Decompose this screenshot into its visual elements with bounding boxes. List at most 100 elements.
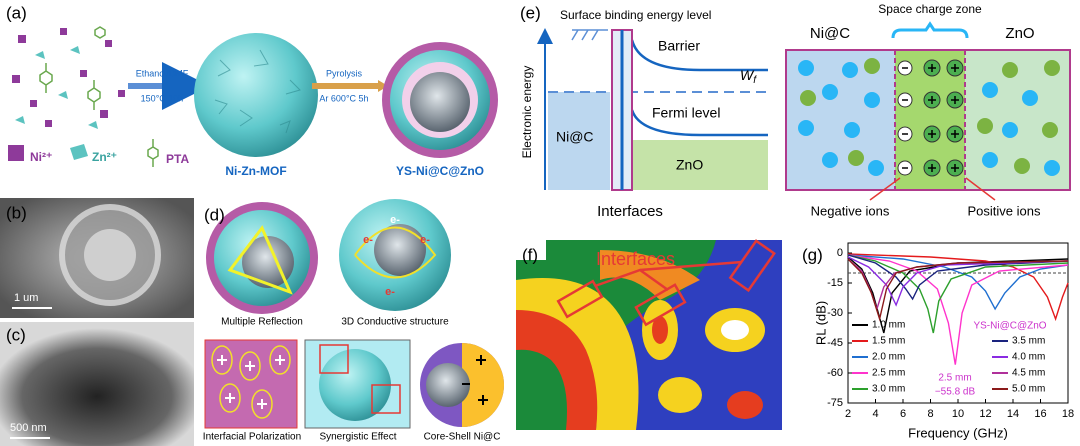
illustration-shape: e- (420, 234, 430, 246)
y-axis-label: RL (dB) (813, 301, 828, 345)
illustration-shape: Negative ions (811, 203, 890, 218)
illustration-shape: Interfaces (596, 249, 675, 269)
illustration-shape (1022, 90, 1038, 106)
illustration-shape (1002, 122, 1018, 138)
illustration-shape (70, 144, 88, 160)
illustration-shape (8, 145, 24, 161)
y-tick-label: -30 (827, 307, 843, 319)
illustration-shape (462, 355, 488, 405)
y-tick-label: -60 (827, 367, 843, 379)
illustration-shape (30, 100, 37, 107)
illustration-shape (977, 118, 993, 134)
illustration-shape (354, 226, 437, 279)
x-tick-label: 4 (872, 408, 878, 420)
illustration-shape (594, 260, 743, 292)
illustration-shape (556, 239, 776, 327)
x-tick-label: 12 (979, 408, 991, 420)
illustration-shape: (a) (6, 3, 27, 22)
panel-b: (b) 1 um (0, 198, 194, 318)
illustration-shape: Positive ions (968, 203, 1041, 218)
illustration-shape (217, 355, 285, 409)
illustration-shape (35, 51, 45, 59)
illustration-shape: ZnO (1005, 25, 1034, 42)
illustration-shape: (f) (522, 245, 538, 264)
illustration-shape (727, 391, 763, 419)
annotation: YS-Ni@C@ZnO (973, 321, 1046, 332)
label-part: W (740, 67, 755, 83)
legend-label: 4.5 mm (1012, 368, 1045, 379)
illustration-shape (721, 320, 749, 340)
illustration-shape (516, 240, 546, 260)
illustration-shape (798, 60, 814, 76)
illustration-shape: Ni²⁺ (30, 150, 52, 164)
illustration-shape (147, 139, 159, 167)
illustration-shape (219, 383, 241, 413)
illustration-shape (1044, 160, 1060, 176)
illustration-shape: Wf (740, 67, 757, 86)
illustration-shape: Ni@C (556, 129, 594, 145)
series-line (847, 254, 1069, 311)
series-line (847, 254, 1069, 365)
illustration-shape (1042, 122, 1058, 138)
legend-label: 1.0 mm (872, 320, 905, 331)
illustration-shape: e- (390, 214, 400, 226)
illustration-shape (800, 58, 1060, 174)
illustration-shape (269, 345, 291, 375)
illustration-shape (410, 72, 470, 132)
illustration-shape (658, 377, 702, 413)
illustration-shape (12, 28, 125, 127)
illustration-shape: Pyrolysis (326, 68, 363, 78)
x-tick-label: 16 (1034, 408, 1046, 420)
x-tick-label: 10 (952, 408, 964, 420)
legend-label: 2.5 mm (872, 368, 905, 379)
illustration-shape (371, 384, 401, 414)
illustration-shape (462, 343, 504, 427)
x-tick-label: 18 (1062, 408, 1074, 420)
illustration-shape (822, 84, 838, 100)
x-tick-label: 14 (1007, 408, 1019, 420)
legend-label: 5.0 mm (1012, 384, 1045, 395)
series-line (847, 256, 1069, 307)
illustration-shape (600, 250, 700, 300)
illustration-shape (800, 90, 816, 106)
illustration-shape (864, 58, 880, 74)
illustration-shape (39, 63, 53, 93)
illustration-shape (848, 150, 864, 166)
illustration-shape (319, 349, 391, 421)
illustration-shape (87, 80, 101, 110)
illustration-shape: (e) (520, 3, 541, 22)
illustration-shape (45, 120, 52, 127)
illustration-shape: Interfaces (597, 203, 663, 220)
panel-d: (d) e- e- e- e- Multiple Reflection 3D C… (203, 199, 504, 443)
illustration-shape (319, 344, 349, 374)
illustration-shape (15, 116, 25, 124)
illustration-shape: 3D Conductive structure (341, 317, 449, 328)
illustration-shape (928, 64, 959, 172)
illustration-shape: (b) (6, 203, 27, 222)
illustration-shape (798, 120, 814, 136)
illustration-shape: (c) (6, 325, 26, 344)
illustration-shape (556, 279, 604, 319)
label-part: f (753, 75, 757, 86)
illustration-shape: Interfacial Polarization (203, 432, 301, 443)
illustration-shape (0, 322, 194, 446)
illustration-shape (864, 92, 880, 108)
illustration-shape: Electronic energy (520, 66, 534, 159)
illustration-shape: e- (385, 286, 395, 298)
illustration-shape: PTA (166, 152, 189, 166)
legend-label: 3.0 mm (872, 384, 905, 395)
illustration-shape: Zn²⁺ (92, 150, 117, 164)
illustration-shape (891, 21, 969, 39)
illustration-shape (147, 139, 159, 167)
illustration-shape: Barrier (658, 38, 700, 54)
illustration-shape (60, 28, 67, 35)
illustration-shape (728, 239, 776, 293)
illustration-shape: ZnO (676, 157, 703, 173)
illustration-shape (868, 160, 884, 176)
illustration-shape (630, 39, 768, 72)
illustration-shape: e- (363, 234, 373, 246)
illustration-shape (462, 355, 488, 405)
illustration-shape: 150°C 10h (141, 93, 184, 103)
legend-label: 1.5 mm (872, 336, 905, 347)
